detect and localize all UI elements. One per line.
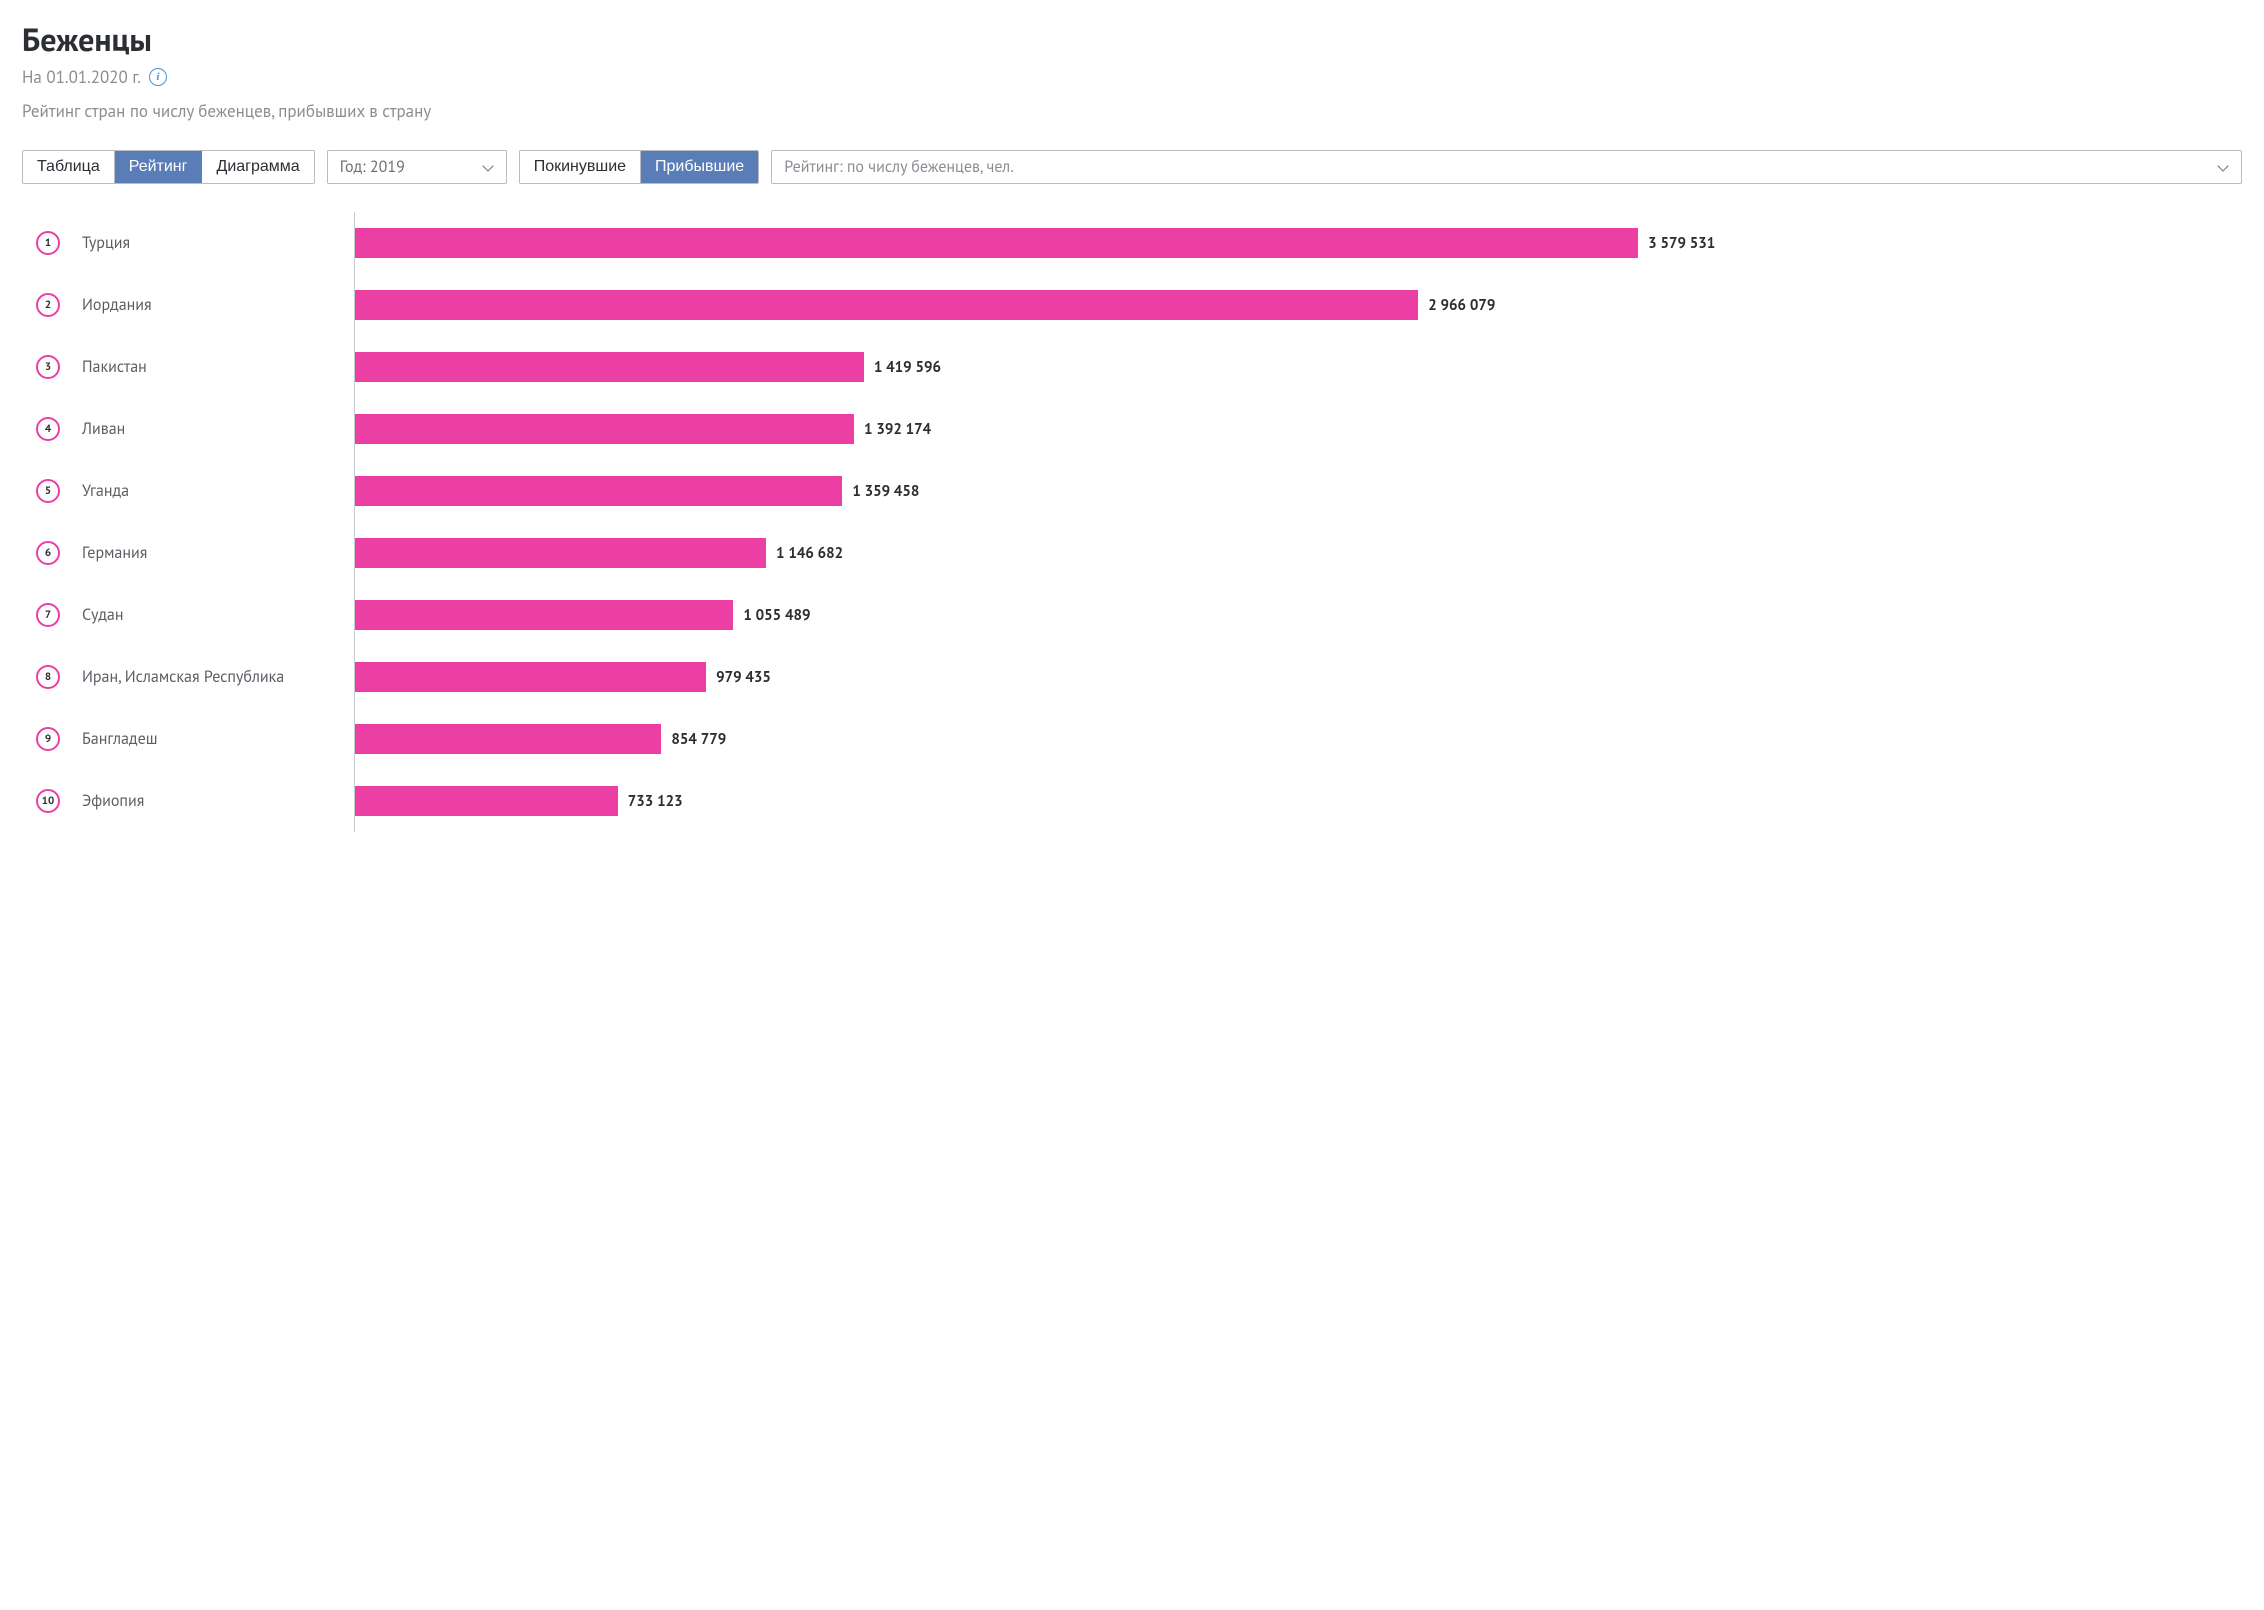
rank-badge: 3 <box>36 355 60 379</box>
country-label[interactable]: Бангладеш <box>74 729 354 749</box>
rank-badge: 6 <box>36 541 60 565</box>
country-label[interactable]: Германия <box>74 543 354 563</box>
country-label[interactable]: Иордания <box>74 295 354 315</box>
bar-value: 1 146 682 <box>776 544 843 563</box>
country-label[interactable]: Ливан <box>74 419 354 439</box>
direction-tab-покинувшие[interactable]: Покинувшие <box>520 151 641 183</box>
bar <box>355 662 706 692</box>
controls-bar: ТаблицаРейтингДиаграмма Год: 2019 Покину… <box>22 150 2242 184</box>
rank-badge: 5 <box>36 479 60 503</box>
bar <box>355 600 733 630</box>
info-icon[interactable]: i <box>149 68 167 86</box>
rank-col: 10 <box>22 789 74 813</box>
bar-value: 733 123 <box>628 792 683 811</box>
chart-row: 2 Иордания 2 966 079 <box>22 274 2242 336</box>
country-label[interactable]: Пакистан <box>74 357 354 377</box>
rank-col: 7 <box>22 603 74 627</box>
country-label[interactable]: Иран, Исламская Республика <box>74 667 354 687</box>
bar <box>355 228 1638 258</box>
bar-area: 1 359 458 <box>354 460 2242 522</box>
bar-area: 3 579 531 <box>354 212 2242 274</box>
page-subtitle: Рейтинг стран по числу беженцев, прибывш… <box>22 100 2242 122</box>
rank-badge: 4 <box>36 417 60 441</box>
chevron-down-icon <box>2217 161 2229 173</box>
chart-row: 1 Турция 3 579 531 <box>22 212 2242 274</box>
bar-area: 1 419 596 <box>354 336 2242 398</box>
rank-col: 2 <box>22 293 74 317</box>
view-tab-рейтинг[interactable]: Рейтинг <box>115 151 203 183</box>
bar-area: 733 123 <box>354 770 2242 832</box>
direction-tab-прибывшие[interactable]: Прибывшие <box>641 151 758 183</box>
bar-value: 1 419 596 <box>874 358 941 377</box>
country-label[interactable]: Судан <box>74 605 354 625</box>
bar-value: 1 359 458 <box>852 482 919 501</box>
rank-badge: 2 <box>36 293 60 317</box>
chart-row: 9 Бангладеш 854 779 <box>22 708 2242 770</box>
rank-badge: 9 <box>36 727 60 751</box>
year-select-label: Год: 2019 <box>340 157 405 177</box>
metric-select[interactable]: Рейтинг: по числу беженцев, чел. <box>771 150 2242 184</box>
rank-col: 3 <box>22 355 74 379</box>
rank-badge: 7 <box>36 603 60 627</box>
view-tab-диаграмма[interactable]: Диаграмма <box>202 151 313 183</box>
bar <box>355 352 864 382</box>
bar-area: 2 966 079 <box>354 274 2242 336</box>
bar-value: 2 966 079 <box>1428 296 1495 315</box>
ranking-chart: 1 Турция 3 579 531 2 Иордания 2 966 079 3 Пакис… <box>22 212 2242 832</box>
rank-col: 6 <box>22 541 74 565</box>
chart-row: 4 Ливан 1 392 174 <box>22 398 2242 460</box>
rank-col: 5 <box>22 479 74 503</box>
country-label[interactable]: Уганда <box>74 481 354 501</box>
bar-area: 1 055 489 <box>354 584 2242 646</box>
date-row: На 01.01.2020 г. i <box>22 66 2242 88</box>
chart-row: 5 Уганда 1 359 458 <box>22 460 2242 522</box>
bar-area: 1 392 174 <box>354 398 2242 460</box>
bar-value: 3 579 531 <box>1648 234 1715 253</box>
bar-area: 979 435 <box>354 646 2242 708</box>
chart-row: 8 Иран, Исламская Республика 979 435 <box>22 646 2242 708</box>
page-title: Беженцы <box>22 18 2242 60</box>
rank-badge: 1 <box>36 231 60 255</box>
bar <box>355 476 842 506</box>
chart-row: 3 Пакистан 1 419 596 <box>22 336 2242 398</box>
page-header: Беженцы На 01.01.2020 г. i Рейтинг стран… <box>22 18 2242 122</box>
rank-col: 9 <box>22 727 74 751</box>
bar-value: 854 779 <box>671 730 726 749</box>
bar <box>355 290 1418 320</box>
date-label: На 01.01.2020 г. <box>22 66 141 88</box>
direction-toggle: ПокинувшиеПрибывшие <box>519 150 760 184</box>
chart-row: 10 Эфиопия 733 123 <box>22 770 2242 832</box>
year-select[interactable]: Год: 2019 <box>327 150 507 184</box>
metric-select-label: Рейтинг: по числу беженцев, чел. <box>784 157 1013 177</box>
chevron-down-icon <box>482 161 494 173</box>
bar-value: 979 435 <box>716 668 771 687</box>
rank-col: 4 <box>22 417 74 441</box>
bar <box>355 414 854 444</box>
view-toggle: ТаблицаРейтингДиаграмма <box>22 150 315 184</box>
bar-area: 1 146 682 <box>354 522 2242 584</box>
view-tab-таблица[interactable]: Таблица <box>23 151 115 183</box>
rank-col: 8 <box>22 665 74 689</box>
bar-value: 1 392 174 <box>864 420 931 439</box>
rank-badge: 8 <box>36 665 60 689</box>
chart-row: 7 Судан 1 055 489 <box>22 584 2242 646</box>
bar <box>355 538 766 568</box>
country-label[interactable]: Турция <box>74 233 354 253</box>
country-label[interactable]: Эфиопия <box>74 791 354 811</box>
rank-col: 1 <box>22 231 74 255</box>
bar-value: 1 055 489 <box>743 606 810 625</box>
bar <box>355 786 618 816</box>
bar-area: 854 779 <box>354 708 2242 770</box>
rank-badge: 10 <box>36 789 60 813</box>
chart-row: 6 Германия 1 146 682 <box>22 522 2242 584</box>
bar <box>355 724 661 754</box>
